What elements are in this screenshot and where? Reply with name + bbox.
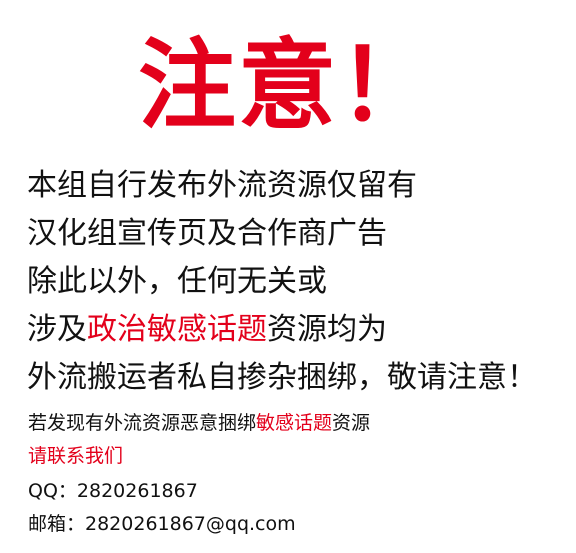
notice-line-4-prefix: 涉及 — [27, 312, 87, 347]
report-sensitive-highlight: 敏感话题 — [256, 412, 333, 434]
sensitive-topic-highlight: 政治敏感话题 — [87, 312, 267, 347]
notice-line-2: 汉化组宣传页及合作商广告 — [27, 216, 387, 251]
notice-line-3: 除此以外，任何无关或 — [27, 264, 327, 299]
email-contact: 邮箱：2820261867@qq.com — [28, 513, 296, 535]
notice-line-1: 本组自行发布外流资源仅留有 — [27, 168, 417, 203]
report-line: 若发现有外流资源恶意捆绑敏感话题资源 — [28, 410, 370, 436]
notice-title: 注意！ — [137, 29, 438, 143]
notice-line-4: 涉及政治敏感话题资源均为 — [27, 310, 387, 350]
report-line-prefix: 若发现有外流资源恶意捆绑 — [28, 412, 257, 434]
notice-line-5: 外流搬运者私自掺杂捆绑，敬请注意！ — [27, 360, 537, 395]
notice-line-4-suffix: 资源均为 — [267, 312, 387, 347]
contact-us-text: 请联系我们 — [28, 445, 124, 467]
report-line-suffix: 资源 — [332, 412, 371, 434]
qq-contact: QQ：2820261867 — [28, 480, 198, 502]
